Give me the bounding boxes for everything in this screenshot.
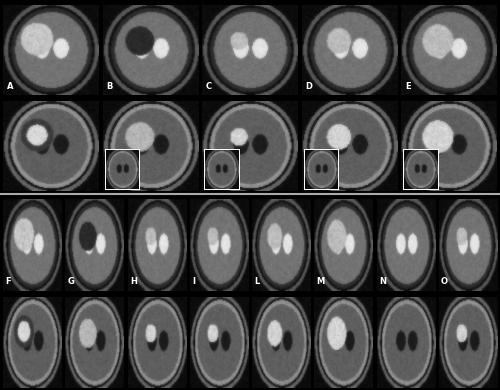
Text: N: N <box>379 277 386 286</box>
Text: O: O <box>441 277 448 286</box>
Text: A: A <box>7 82 14 91</box>
Text: C: C <box>206 82 212 91</box>
Text: G: G <box>68 277 74 286</box>
Text: E: E <box>405 82 411 91</box>
Text: I: I <box>192 277 195 286</box>
Text: F: F <box>6 277 11 286</box>
Text: M: M <box>316 277 325 286</box>
Text: B: B <box>106 82 113 91</box>
Text: L: L <box>254 277 260 286</box>
Text: D: D <box>306 82 312 91</box>
Text: H: H <box>130 277 136 286</box>
